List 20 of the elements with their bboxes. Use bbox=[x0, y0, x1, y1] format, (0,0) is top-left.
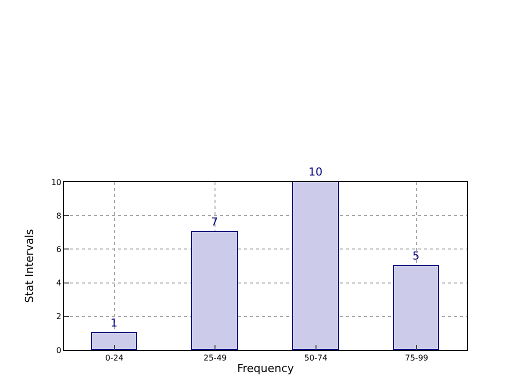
bar bbox=[292, 182, 339, 350]
y-tick-label: 10 bbox=[51, 178, 62, 187]
y-tick-label: 8 bbox=[56, 211, 62, 220]
y-axis-title: Stat Intervals bbox=[22, 228, 36, 303]
bar bbox=[191, 231, 238, 350]
y-tick-label: 6 bbox=[56, 245, 62, 254]
y-tick-label: 4 bbox=[56, 278, 62, 288]
data-label: 1 bbox=[110, 316, 118, 330]
x-tick-label: 25-49 bbox=[204, 354, 227, 363]
data-label: 10 bbox=[308, 166, 322, 178]
x-tick-label: 50-74 bbox=[304, 354, 328, 363]
data-label: 7 bbox=[211, 216, 218, 228]
x-axis-title: Frequency bbox=[237, 362, 294, 375]
data-label: 5 bbox=[412, 250, 420, 262]
bar bbox=[91, 332, 137, 350]
x-tick-label: 75-99 bbox=[405, 354, 428, 363]
y-tick-label: 2 bbox=[56, 312, 62, 322]
bar bbox=[393, 265, 439, 350]
y-tick-label: 0 bbox=[56, 346, 62, 355]
x-tick-label: 0-24 bbox=[105, 354, 124, 363]
